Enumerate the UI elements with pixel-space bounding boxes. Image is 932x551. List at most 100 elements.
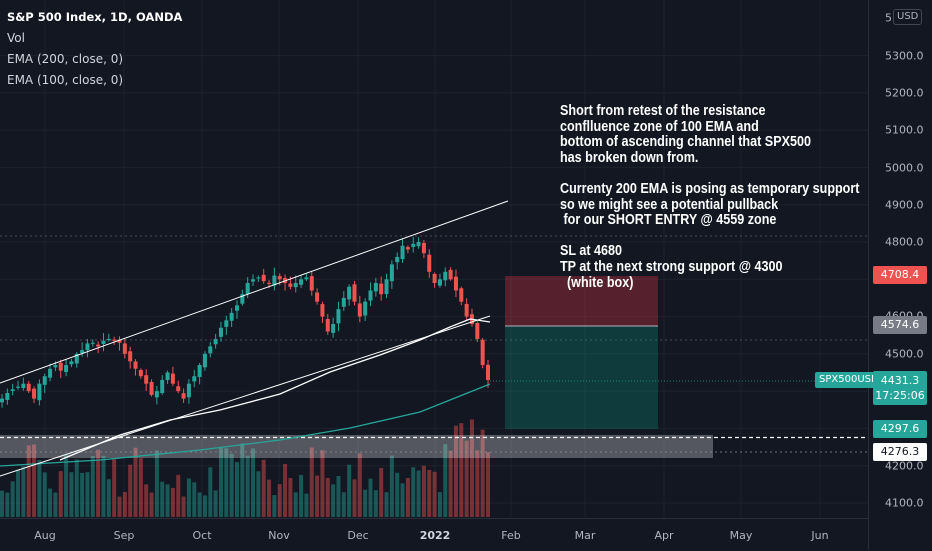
ema-200-label[interactable]: EMA (200, close, 0) [7, 52, 124, 66]
volume-bar [427, 469, 432, 517]
channel-upper-line[interactable] [0, 200, 509, 384]
candle-body [69, 361, 74, 365]
volume-bar [240, 443, 245, 517]
candle-body [133, 361, 138, 369]
candle-body [389, 264, 394, 282]
volume-bar [160, 481, 165, 517]
volume-bar [138, 458, 143, 517]
candle-body [170, 373, 175, 384]
volume-bar [267, 479, 272, 517]
chart-legend: S&P 500 Index, 1D, OANDA Vol EMA (200, c… [7, 7, 182, 91]
volume-bar [261, 459, 266, 517]
stop-loss-price-tag: 4708.4 [873, 266, 927, 284]
candle-body [42, 376, 47, 385]
volume-bar [459, 423, 464, 517]
symbol-title[interactable]: S&P 500 Index, 1D, OANDA [7, 10, 183, 24]
time-tick: Jun [811, 529, 829, 542]
volume-label[interactable]: Vol [7, 31, 25, 45]
volume-bar [53, 492, 58, 517]
candle-body [234, 305, 239, 311]
trade-annotation[interactable]: Short from retest of the resistance conf… [560, 103, 860, 291]
volume-bar [112, 459, 117, 517]
ema-100-label[interactable]: EMA (100, close, 0) [7, 73, 124, 87]
candle-body [261, 274, 266, 282]
currency-button[interactable]: USD [893, 9, 923, 25]
price-tick: 5300.0 [885, 49, 924, 63]
candle-body [32, 388, 37, 399]
volume-bar [48, 488, 53, 517]
price-tick: 4100.0 [885, 496, 924, 510]
candle-body [80, 350, 85, 354]
candle-body [74, 353, 79, 364]
volume-bar [101, 455, 106, 517]
chart-grid [0, 0, 868, 518]
volume-bar [202, 495, 207, 517]
candle-body [352, 284, 357, 302]
volume-bar [74, 459, 79, 517]
volume-bar [448, 450, 453, 517]
volume-bar [331, 484, 336, 517]
candle-body [384, 279, 389, 295]
volume-bar [453, 425, 458, 517]
volume-bar [192, 482, 197, 517]
volume-bar [181, 496, 186, 517]
candle-body [341, 297, 346, 307]
candle-body [186, 383, 191, 398]
candle-body [138, 370, 143, 377]
take-profit-zone[interactable] [505, 326, 658, 429]
candle-body [160, 379, 165, 393]
candle-body [363, 301, 368, 316]
volume-bar [21, 466, 26, 517]
candle-body [112, 339, 117, 341]
candle-body [405, 247, 410, 250]
volume-bar [352, 479, 357, 517]
price-tick: 4200.0 [885, 459, 924, 473]
volume-bar [411, 467, 416, 517]
candle-body [267, 282, 272, 284]
candle-body [299, 279, 304, 285]
bar-countdown: 17:25:06 [875, 389, 925, 402]
candle-body [411, 243, 416, 247]
time-tick: Mar [574, 529, 596, 542]
candle-body [208, 346, 213, 354]
volume-bar [272, 495, 277, 517]
time-tick: Dec [347, 529, 369, 542]
candle-body [154, 391, 159, 398]
volume-bar [42, 472, 47, 517]
volume-bar [400, 483, 405, 517]
price-tick: 4800.0 [885, 235, 924, 249]
volume-bar [464, 440, 469, 517]
volume-bar [128, 464, 133, 517]
volume-bar [389, 455, 394, 517]
entry-price-tag: 4574.6 [873, 316, 927, 334]
time-tick: Sep [113, 529, 135, 542]
stop-loss-zone[interactable] [505, 276, 658, 326]
candle-body [421, 242, 426, 254]
time-tick: Nov [268, 529, 290, 542]
candle-body [315, 292, 320, 302]
volume-bar [144, 484, 149, 517]
volume-bar [373, 490, 378, 517]
volume-bar [486, 452, 490, 517]
candle-body [85, 343, 90, 351]
volume-bar [405, 477, 410, 517]
volume-bar [336, 475, 341, 517]
channel-lower-line[interactable] [0, 315, 491, 477]
volume-bar [5, 492, 10, 517]
candle-body [336, 309, 341, 324]
volume-bar [277, 484, 282, 517]
time-axis[interactable]: Aug Sep Oct Nov Dec 2022 Feb Mar Apr May… [0, 518, 868, 551]
volume-bar [469, 419, 474, 517]
candle-body [427, 254, 432, 272]
target-price-tag: 4297.6 [873, 420, 927, 438]
volume-bar [176, 474, 181, 517]
volume-bar [256, 471, 261, 517]
candle-body [128, 351, 133, 362]
candle-body [10, 389, 15, 392]
candlesticks [0, 236, 490, 408]
candle-body [288, 283, 293, 287]
candle-body [309, 276, 314, 291]
volume-bar [58, 471, 63, 517]
candle-body [448, 269, 453, 280]
